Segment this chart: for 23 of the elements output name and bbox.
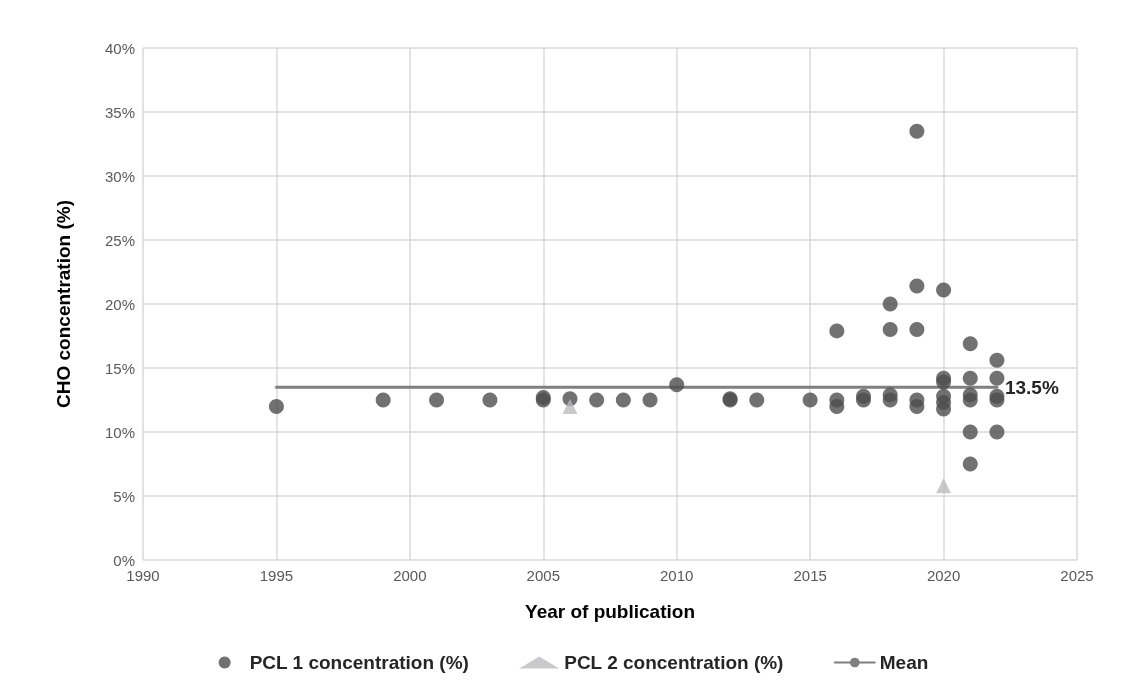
y-tick-label: 35% bbox=[104, 103, 135, 121]
y-tick-label: 20% bbox=[104, 295, 135, 313]
y-tick-label: 0% bbox=[113, 551, 135, 569]
y-tick-label: 40% bbox=[104, 39, 135, 57]
legend-label: PCL 2 concentration (%) bbox=[564, 652, 784, 673]
y-tick-label: 30% bbox=[104, 167, 135, 185]
x-tick-label: 2020 bbox=[926, 567, 961, 584]
legend-label: PCL 1 concentration (%) bbox=[249, 652, 469, 673]
x-tick-label: 2010 bbox=[660, 567, 694, 584]
y-axis-title: CHO concentration (%) bbox=[53, 200, 74, 408]
x-tick-label: 1990 bbox=[126, 567, 160, 584]
x-tick-label: 1995 bbox=[259, 567, 294, 584]
legend-label: Mean bbox=[879, 652, 929, 673]
x-axis-title: Year of publication bbox=[525, 601, 695, 622]
y-tick-label: 5% bbox=[113, 487, 135, 505]
x-tick-label: 2015 bbox=[793, 567, 827, 584]
data-label: 13.5% bbox=[1004, 376, 1059, 398]
x-tick-label: 2000 bbox=[393, 567, 427, 584]
y-tick-label: 25% bbox=[104, 231, 135, 249]
y-tick-label: 15% bbox=[104, 359, 135, 377]
x-tick-label: 2005 bbox=[526, 567, 560, 584]
y-tick-label: 10% bbox=[104, 423, 135, 441]
x-tick-label: 2025 bbox=[1060, 567, 1094, 584]
